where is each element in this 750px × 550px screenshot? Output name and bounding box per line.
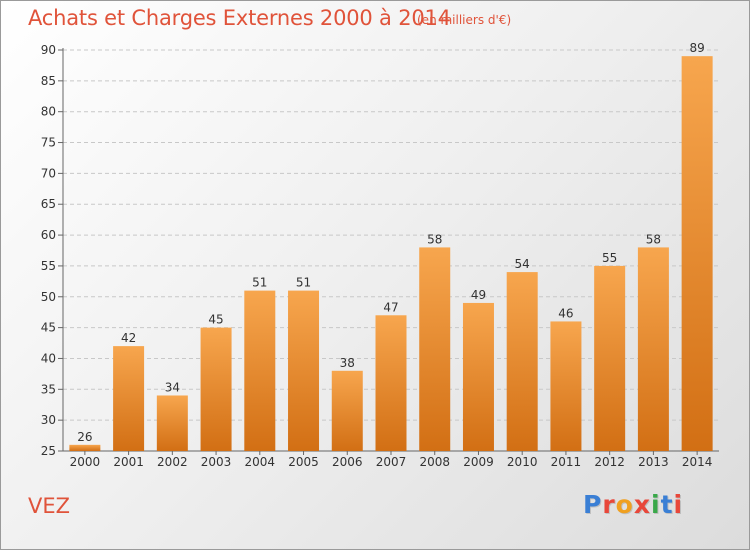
x-tick-label: 2005 bbox=[288, 455, 319, 469]
axes: 25 30 35 40 45 50 55 60 65 70 75 80 85 90 2000 2001 2002… bbox=[41, 43, 719, 469]
bar-2001 bbox=[113, 346, 145, 451]
y-tick-label: 30 bbox=[41, 413, 56, 427]
data-label: 42 bbox=[121, 331, 136, 345]
x-tick-label: 2012 bbox=[594, 455, 625, 469]
bar-2014 bbox=[681, 56, 713, 452]
y-tick-label: 90 bbox=[41, 43, 56, 57]
bar-2013 bbox=[637, 247, 669, 451]
bar-2007 bbox=[375, 315, 407, 451]
data-label: 55 bbox=[602, 251, 617, 265]
logo-letter: x bbox=[633, 490, 651, 519]
data-label: 38 bbox=[340, 356, 355, 370]
data-label: 46 bbox=[558, 306, 573, 320]
x-tick-label: 2014 bbox=[682, 455, 713, 469]
data-label: 51 bbox=[252, 276, 267, 290]
bar-2000 bbox=[69, 444, 101, 451]
x-tick-label: 2001 bbox=[113, 455, 144, 469]
logo-letter: P bbox=[583, 490, 603, 519]
y-tick-label: 55 bbox=[41, 259, 56, 273]
bar-2008 bbox=[419, 247, 451, 451]
x-tick-label: 2013 bbox=[638, 455, 669, 469]
data-label: 49 bbox=[471, 288, 486, 302]
commune-name: VEZ bbox=[28, 494, 71, 518]
x-tick-label: 2007 bbox=[376, 455, 407, 469]
bar-2010 bbox=[506, 272, 538, 451]
x-tick-label: 2010 bbox=[507, 455, 538, 469]
logo-letter: o bbox=[615, 490, 634, 519]
logo-letter: t bbox=[660, 490, 674, 519]
chart-title: Achats et Charges Externes 2000 à 2014 bbox=[28, 6, 451, 30]
y-tick-label: 70 bbox=[41, 166, 56, 180]
x-tick-label: 2009 bbox=[463, 455, 494, 469]
data-label: 47 bbox=[383, 300, 398, 314]
bars bbox=[69, 56, 713, 452]
y-tick-label: 25 bbox=[41, 444, 56, 458]
y-tick-label: 75 bbox=[41, 136, 56, 150]
x-tick-label: 2008 bbox=[419, 455, 450, 469]
y-tick-label: 35 bbox=[41, 382, 56, 396]
chart-subtitle: (en milliers d'€) bbox=[417, 13, 512, 27]
logo-letter: i bbox=[673, 490, 684, 519]
proxiti-logo[interactable]: Proxiti bbox=[583, 490, 683, 519]
data-label: 51 bbox=[296, 276, 311, 290]
bar-2002 bbox=[156, 395, 188, 451]
bar-2012 bbox=[594, 265, 626, 451]
x-tick-label: 2004 bbox=[245, 455, 276, 469]
bar-2005 bbox=[288, 290, 320, 451]
logo-letter: r bbox=[602, 490, 616, 519]
bar-2003 bbox=[200, 327, 232, 451]
data-label: 89 bbox=[689, 41, 704, 55]
y-tick-label: 50 bbox=[41, 290, 56, 304]
y-tick-label: 65 bbox=[41, 197, 56, 211]
y-tick-label: 40 bbox=[41, 351, 56, 365]
data-label: 58 bbox=[646, 232, 661, 246]
x-tick-label: 2003 bbox=[201, 455, 232, 469]
x-tick-label: 2011 bbox=[551, 455, 582, 469]
data-label: 58 bbox=[427, 232, 442, 246]
y-tick-label: 60 bbox=[41, 228, 56, 242]
bar-2006 bbox=[331, 370, 363, 451]
data-label: 26 bbox=[77, 430, 92, 444]
y-tick-label: 85 bbox=[41, 74, 56, 88]
data-labels: 26 42 34 45 51 51 38 47 58 49 54 46 55 58 89 bbox=[77, 41, 705, 444]
bar-2009 bbox=[462, 302, 494, 451]
x-tick-label: 2006 bbox=[332, 455, 363, 469]
bar-2004 bbox=[244, 290, 276, 451]
data-label: 54 bbox=[515, 257, 530, 271]
bar-2011 bbox=[550, 321, 582, 451]
y-tick-label: 80 bbox=[41, 105, 56, 119]
y-tick-label: 45 bbox=[41, 321, 56, 335]
logo-letter: i bbox=[651, 490, 661, 519]
x-tick-label: 2002 bbox=[157, 455, 188, 469]
data-label: 34 bbox=[165, 380, 180, 394]
x-tick-label: 2000 bbox=[70, 455, 101, 469]
data-label: 45 bbox=[208, 313, 223, 327]
